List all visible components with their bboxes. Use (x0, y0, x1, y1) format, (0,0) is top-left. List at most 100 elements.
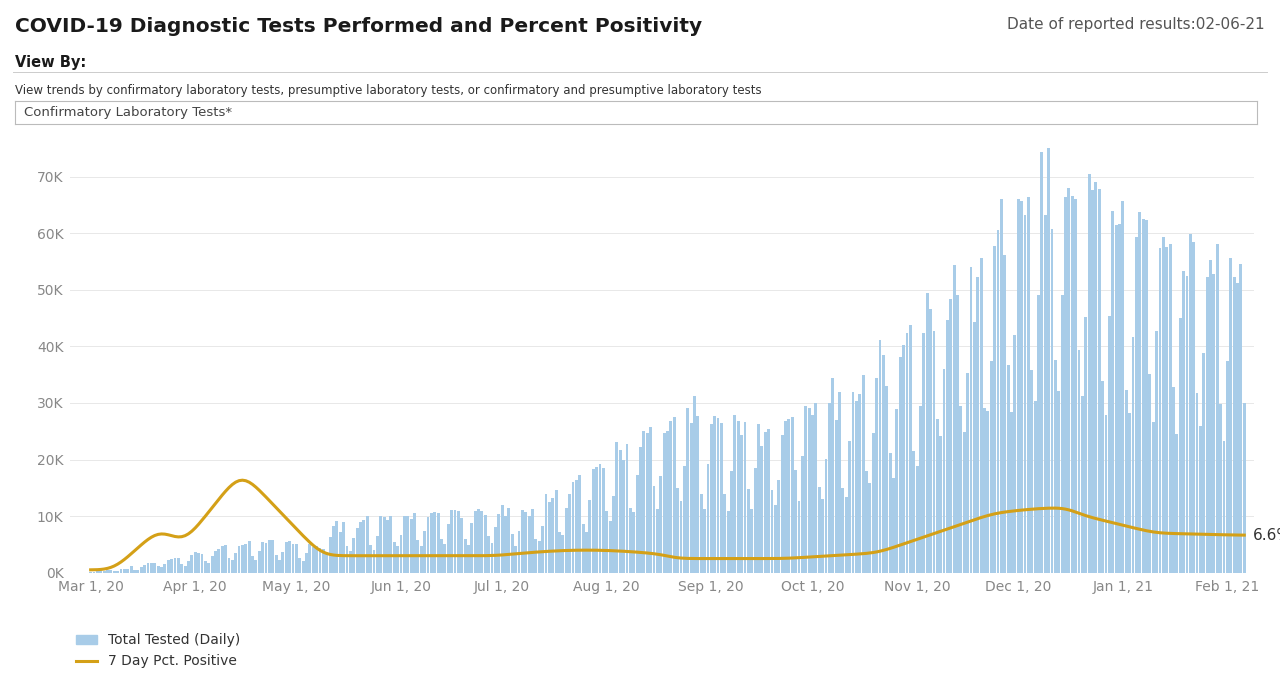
Bar (416, 540, 420, 573)
Bar (150, 563, 152, 573)
Bar (329, 538, 332, 573)
Bar (294, 544, 298, 573)
Bar (1196, 393, 1198, 573)
Bar (835, 420, 837, 573)
Bar (261, 542, 264, 573)
Bar (170, 559, 173, 573)
Bar (1053, 360, 1057, 573)
Bar (424, 531, 426, 573)
Bar (760, 446, 763, 573)
Bar (403, 517, 406, 573)
Bar (1101, 381, 1105, 573)
Bar (655, 509, 659, 573)
Bar (527, 516, 531, 573)
Bar (110, 570, 113, 573)
Bar (1125, 391, 1128, 573)
Bar (1233, 277, 1235, 573)
Bar (548, 502, 550, 573)
Bar (1121, 201, 1124, 573)
Bar (767, 428, 771, 573)
Bar (838, 392, 841, 573)
Bar (511, 534, 513, 573)
Bar (383, 518, 385, 573)
Bar (1183, 270, 1185, 573)
Bar (1094, 181, 1097, 573)
Bar (865, 471, 868, 573)
Bar (1158, 248, 1161, 573)
Bar (814, 403, 818, 573)
Bar (579, 475, 581, 573)
Bar (710, 424, 713, 573)
Bar (1185, 276, 1188, 573)
Bar (851, 392, 855, 573)
Bar (228, 558, 230, 573)
Bar (265, 543, 268, 573)
Bar (349, 551, 352, 573)
Bar (552, 497, 554, 573)
Bar (305, 553, 308, 573)
Bar (92, 572, 96, 573)
Bar (1091, 190, 1094, 573)
Bar (568, 494, 571, 573)
Bar (1202, 353, 1206, 573)
Bar (1179, 318, 1181, 573)
Bar (822, 500, 824, 573)
Bar (1148, 374, 1151, 573)
Bar (977, 277, 979, 573)
Bar (723, 494, 726, 573)
Bar (106, 571, 109, 573)
Bar (1051, 229, 1053, 573)
Bar (859, 394, 861, 573)
Bar (302, 561, 305, 573)
Bar (1155, 331, 1158, 573)
Bar (220, 546, 224, 573)
Bar (244, 544, 247, 573)
Bar (719, 423, 723, 573)
Bar (940, 436, 942, 573)
Bar (666, 431, 669, 573)
Bar (1115, 225, 1117, 573)
Bar (872, 433, 874, 573)
Bar (1030, 371, 1033, 573)
Bar (575, 480, 577, 573)
Text: Confirmatory Laboratory Tests*: Confirmatory Laboratory Tests* (24, 106, 232, 119)
Bar (1041, 152, 1043, 573)
Bar (950, 299, 952, 573)
Bar (160, 567, 163, 573)
Bar (123, 569, 125, 573)
Bar (504, 515, 507, 573)
Bar (1043, 215, 1047, 573)
Bar (1152, 422, 1155, 573)
Bar (140, 567, 142, 573)
Bar (238, 546, 241, 573)
Bar (605, 511, 608, 573)
Bar (315, 546, 317, 573)
Bar (1239, 264, 1243, 573)
Bar (426, 517, 429, 573)
Bar (572, 482, 575, 573)
Bar (376, 536, 379, 573)
Bar (808, 408, 810, 573)
Bar (787, 419, 790, 573)
Bar (1061, 295, 1064, 573)
Bar (366, 516, 369, 573)
Bar (129, 566, 133, 573)
Bar (970, 267, 973, 573)
Legend: Total Tested (Daily), 7 Day Pct. Positive: Total Tested (Daily), 7 Day Pct. Positiv… (70, 628, 246, 674)
Bar (230, 560, 234, 573)
Bar (288, 541, 291, 573)
Bar (211, 555, 214, 573)
Bar (96, 571, 99, 573)
Bar (989, 360, 993, 573)
Bar (275, 555, 278, 573)
Bar (915, 466, 919, 573)
Bar (467, 544, 470, 573)
Bar (1007, 366, 1010, 573)
Bar (453, 509, 457, 573)
Bar (1084, 317, 1087, 573)
Bar (740, 435, 744, 573)
Bar (241, 544, 244, 573)
Bar (591, 469, 595, 573)
Bar (257, 551, 261, 573)
Bar (669, 421, 672, 573)
